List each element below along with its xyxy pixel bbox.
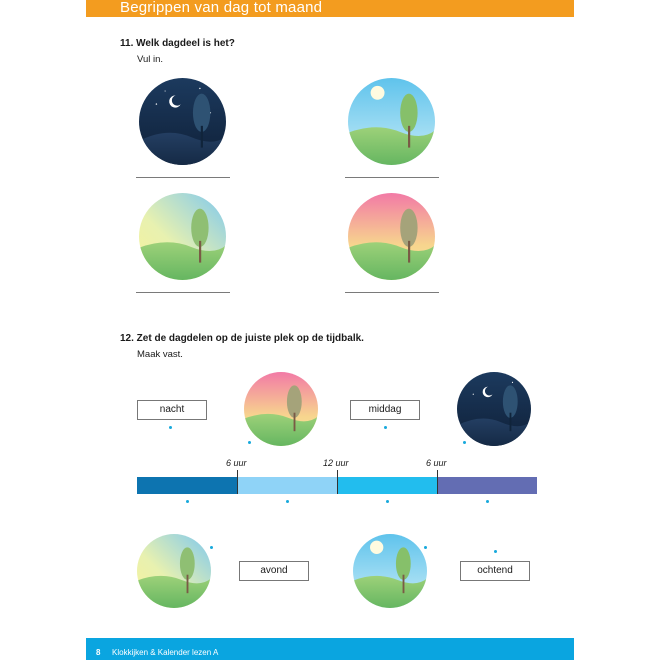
night-scene-image — [457, 372, 531, 446]
answer-line[interactable] — [345, 292, 439, 293]
timeline-tick — [437, 470, 438, 494]
timeline-dot[interactable] — [186, 500, 189, 503]
connector-dot[interactable] — [424, 546, 427, 549]
morning-scene-image — [139, 193, 226, 280]
night-scene-image — [139, 78, 226, 165]
tick-label-12-uur: 12 uur — [323, 458, 349, 468]
page-title: Begrippen van dag tot maand — [120, 0, 323, 16]
day-scene-image — [348, 78, 435, 165]
connector-dot[interactable] — [494, 550, 497, 553]
label-nacht[interactable]: nacht — [137, 400, 207, 420]
question-12-instruction: Maak vast. — [137, 349, 183, 360]
book-title: Klokkijken & Kalender lezen A — [112, 648, 219, 657]
label-avond[interactable]: avond — [239, 561, 309, 581]
connector-dot[interactable] — [210, 546, 213, 549]
label-middag[interactable]: middag — [350, 400, 420, 420]
connector-dot[interactable] — [248, 441, 251, 444]
tick-label-6-uur: 6 uur — [426, 458, 447, 468]
timeline-tick — [237, 470, 238, 494]
timeline-segment-evening — [437, 477, 537, 494]
connector-dot[interactable] — [463, 441, 466, 444]
timeline-segment-afternoon — [337, 477, 437, 494]
evening-scene-image — [348, 193, 435, 280]
footer-bar — [86, 638, 574, 660]
answer-line[interactable] — [136, 292, 230, 293]
timeline-segment-night — [137, 477, 237, 494]
connector-dot[interactable] — [169, 426, 172, 429]
label-ochtend[interactable]: ochtend — [460, 561, 530, 581]
question-11-instruction: Vul in. — [137, 54, 164, 65]
morning-scene-image — [137, 534, 211, 608]
page-number: 8 — [96, 648, 101, 657]
answer-line[interactable] — [136, 177, 230, 178]
evening-scene-image — [244, 372, 318, 446]
timeline-dot[interactable] — [486, 500, 489, 503]
question-11-title: 11. Welk dagdeel is het? — [120, 38, 235, 49]
day-scene-image — [353, 534, 427, 608]
timeline-dot[interactable] — [286, 500, 289, 503]
question-12-title: 12. Zet de dagdelen op de juiste plek op… — [120, 333, 364, 344]
answer-line[interactable] — [345, 177, 439, 178]
connector-dot[interactable] — [384, 426, 387, 429]
timeline-dot[interactable] — [386, 500, 389, 503]
timeline-segment-morning — [237, 477, 337, 494]
header-bar — [86, 0, 574, 17]
timeline-tick — [337, 470, 338, 494]
tick-label-6-uur: 6 uur — [226, 458, 247, 468]
